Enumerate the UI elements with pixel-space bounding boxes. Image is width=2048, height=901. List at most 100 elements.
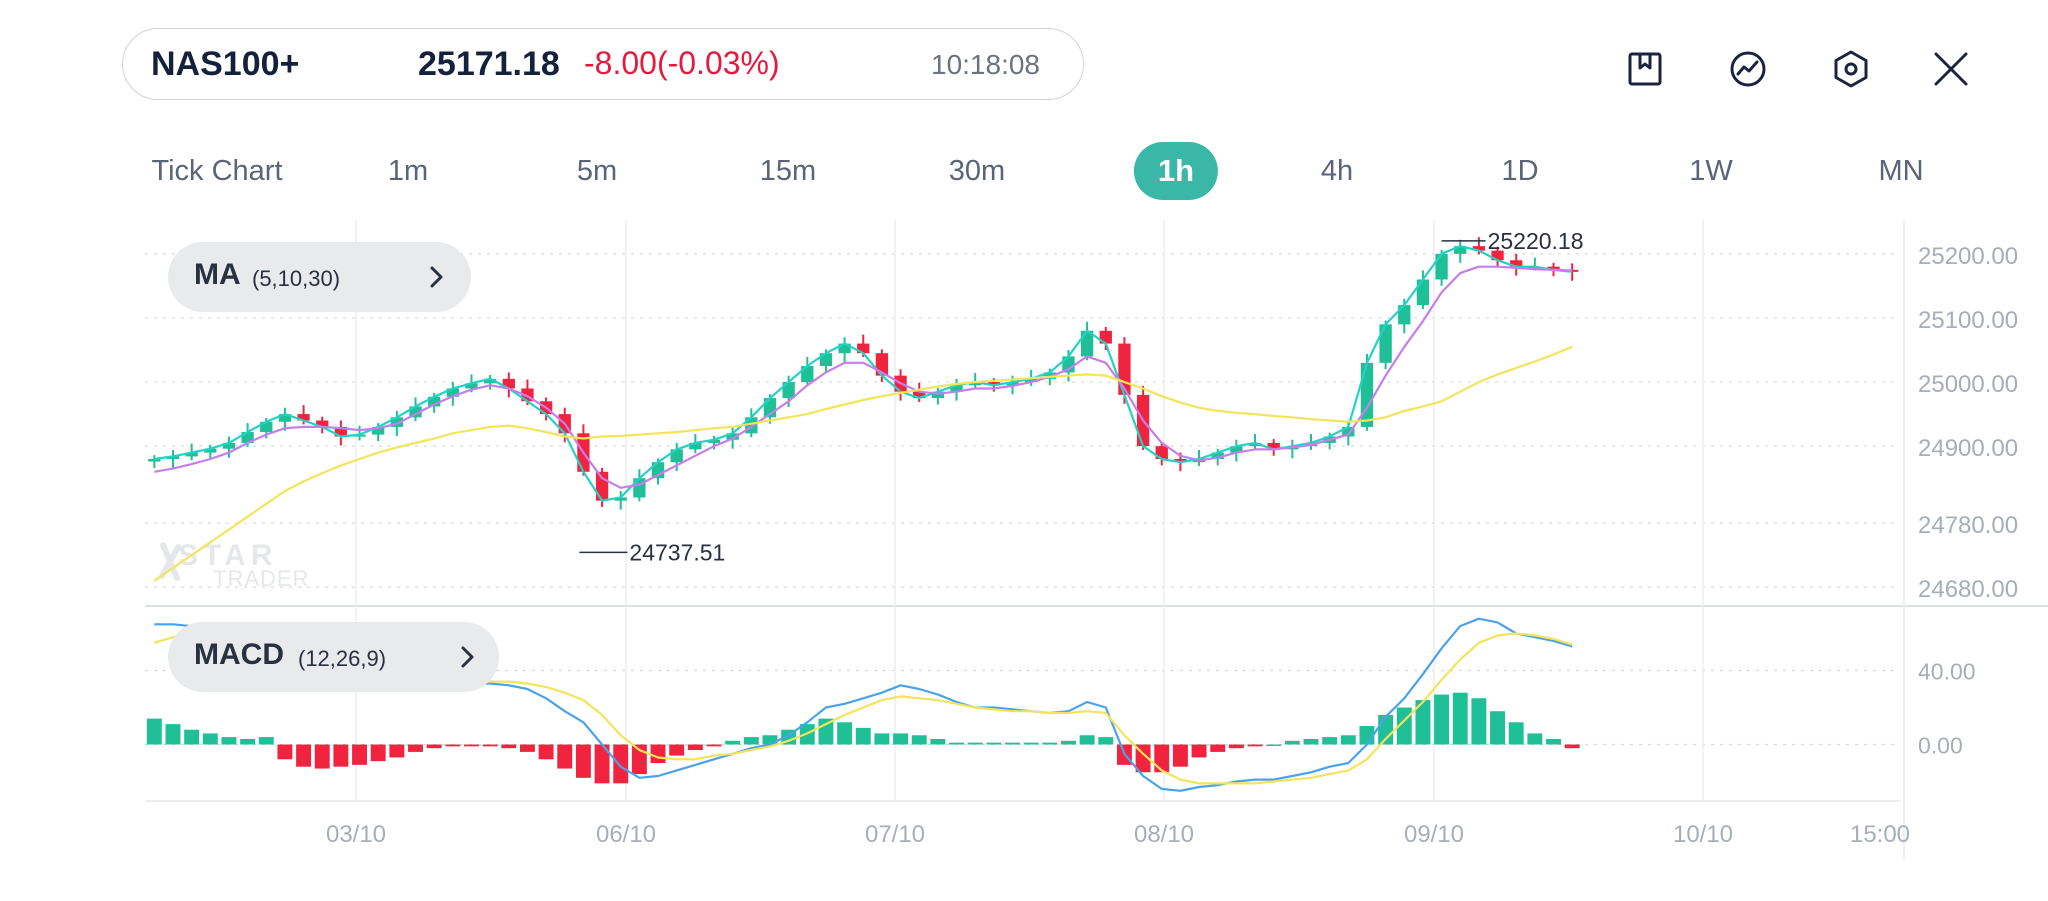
candle-body <box>409 406 422 418</box>
candle-body <box>316 420 329 427</box>
candle-body <box>969 382 982 386</box>
tab-5m[interactable]: 5m <box>576 155 618 187</box>
candle-body <box>931 391 945 399</box>
ma-indicator-params: (5,10,30) <box>252 266 341 291</box>
symbol-name[interactable]: NAS100+ <box>151 45 300 83</box>
settings-button[interactable] <box>1826 44 1876 94</box>
candle-body <box>334 426 348 437</box>
candle-body <box>166 456 180 459</box>
macd-histogram-bar <box>1061 740 1076 745</box>
candle-body <box>1435 253 1448 280</box>
macd-histogram-bar <box>762 735 778 745</box>
time-axis-label: 10/10 <box>1673 821 1733 848</box>
macd-histogram-bar <box>1228 744 1244 749</box>
macd-histogram-bar <box>1303 738 1319 745</box>
candle-body <box>1267 442 1280 450</box>
macd-histogram-bar <box>1546 738 1561 745</box>
low-price-label: 24737.51 <box>629 539 725 565</box>
tab-mn[interactable]: MN <box>1878 155 1924 187</box>
candle-body <box>689 442 702 450</box>
indicator-lines <box>153 245 1573 792</box>
close-button[interactable] <box>1926 44 1976 94</box>
candle-body <box>726 433 739 440</box>
tab-30m[interactable]: 30m <box>948 155 1006 187</box>
candle-body <box>950 385 963 392</box>
candle-body <box>913 391 926 399</box>
macd-histogram-bar <box>1434 694 1450 745</box>
macd-histogram-bar <box>1452 692 1468 745</box>
time-axis-label: 08/10 <box>1134 821 1194 848</box>
candle-body <box>446 388 459 397</box>
macd-histogram-bar <box>296 744 312 767</box>
macd-histogram-bar <box>333 744 349 767</box>
macd-histogram-bar <box>408 744 423 752</box>
macd-histogram-bar <box>1079 735 1095 745</box>
macd-histogram-bar <box>1247 744 1263 747</box>
macd-indicator-params: (12,26,9) <box>298 646 387 671</box>
candle-body <box>1211 452 1224 459</box>
macd-histogram-bar <box>1284 740 1300 745</box>
candle-body <box>595 471 609 501</box>
watermark: STAR TRADER <box>159 539 308 591</box>
macd-histogram-bar <box>501 744 517 749</box>
macd-histogram-bar <box>575 744 591 778</box>
candle-body <box>707 439 721 443</box>
price-axis-label: 25000.00 <box>1918 371 2018 398</box>
ma-indicator-pill[interactable]: MA (5,10,30) <box>168 242 471 312</box>
ma10-line <box>154 265 1573 489</box>
chevron-right-icon <box>461 646 474 668</box>
price-axis-label: 25200.00 <box>1918 243 2018 270</box>
macd-histogram-bar <box>967 742 983 745</box>
macd-histogram-bar <box>1005 742 1020 745</box>
price-change: -8.00(-0.03%) <box>584 45 780 81</box>
bookmark-icon <box>1628 52 1662 86</box>
macd-histogram-bar <box>687 744 703 751</box>
high-price-label: 25220.18 <box>1488 228 1584 254</box>
macd-axis-label: 40.00 <box>1918 659 1976 685</box>
macd-histogram-bar <box>893 733 909 745</box>
time-axis-label: 06/10 <box>596 821 656 848</box>
candle-body <box>1398 305 1411 325</box>
time-axis-label: 03/10 <box>326 821 386 848</box>
macd-histogram-bar <box>650 744 666 763</box>
bookmark-chart-button[interactable] <box>1620 44 1670 94</box>
macd-histogram-bar <box>743 737 759 745</box>
candle-body <box>1248 442 1262 447</box>
macd-histogram-bar <box>725 740 741 745</box>
macd-histogram-bar <box>1191 744 1207 758</box>
tab-tick-chart[interactable]: Tick Chart <box>151 155 283 187</box>
indicators-button[interactable] <box>1723 44 1773 94</box>
tab-1w[interactable]: 1W <box>1689 155 1733 187</box>
macd-histogram-bar <box>986 742 1002 745</box>
macd-histogram-bar <box>389 744 405 758</box>
macd-histogram-bar <box>1023 742 1039 745</box>
macd-histogram-bar <box>1490 711 1506 745</box>
macd-histogram-bar <box>277 744 293 760</box>
macd-indicator-pill[interactable]: MACD (12,26,9) <box>168 622 499 692</box>
macd-histogram <box>146 692 1580 784</box>
macd-histogram-bar <box>1098 737 1114 745</box>
macd-histogram-bar <box>1508 722 1524 745</box>
tab-1d[interactable]: 1D <box>1501 155 1539 187</box>
ma-indicator-name: MA <box>194 258 241 291</box>
macd-histogram-bar <box>352 744 368 765</box>
macd-histogram-bar <box>1322 737 1338 745</box>
current-price: 25171.18 <box>418 45 560 83</box>
macd-histogram-bar <box>669 744 685 756</box>
candle-body <box>241 432 254 443</box>
macd-histogram-bar <box>240 738 256 745</box>
macd-histogram-bar <box>557 744 573 769</box>
candle-body <box>483 378 497 384</box>
macd-histogram-bar <box>594 744 610 784</box>
candle-body <box>1547 266 1560 270</box>
tab-15m[interactable]: 15m <box>759 155 817 187</box>
candle-body <box>502 378 515 389</box>
tab-4h[interactable]: 4h <box>1320 155 1354 187</box>
axis-labels: 25200.00 25100.00 25000.00 24900.00 24780.00… <box>326 228 2018 848</box>
tab-1h[interactable]: 1h <box>1133 142 1219 200</box>
candle-body <box>1230 446 1243 453</box>
tab-1m[interactable]: 1m <box>387 155 429 187</box>
macd-histogram-bar <box>949 742 964 745</box>
quote-bar: NAS100+ 25171.18 -8.00(-0.03%) 10:18:08 <box>122 28 1084 100</box>
